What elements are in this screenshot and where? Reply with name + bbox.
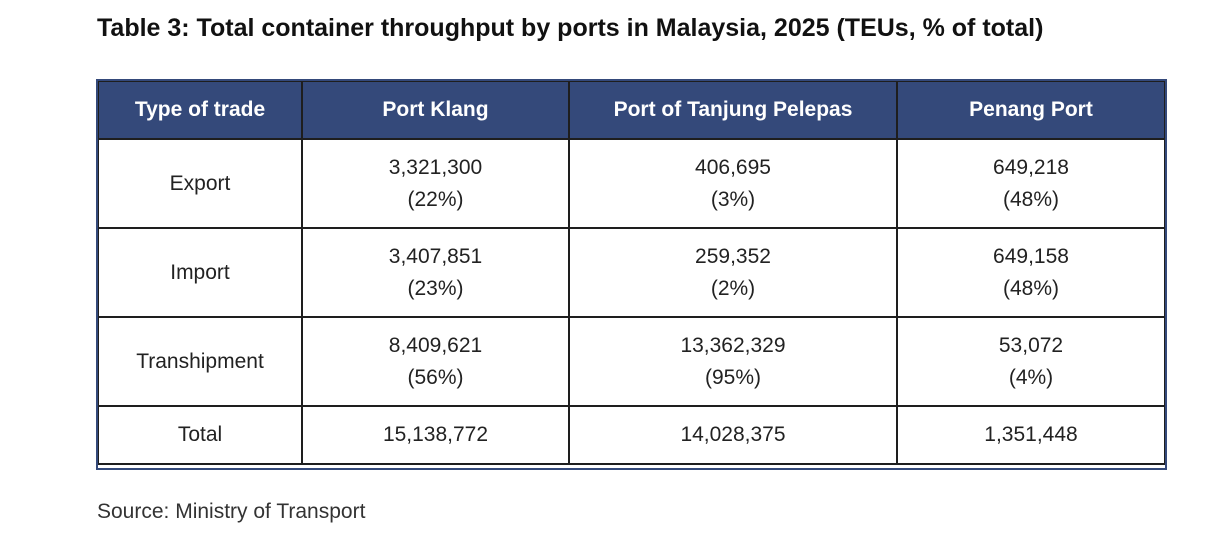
header-row: Type of trade Port Klang Port of Tanjung… bbox=[97, 80, 1166, 140]
cell-value: 3,321,300 bbox=[388, 156, 483, 179]
cell-percent: (2%) bbox=[710, 276, 756, 300]
cell-value: 406,695 bbox=[695, 156, 771, 179]
cell-value: 3,407,851 bbox=[388, 245, 483, 268]
cell-value: 53,072 bbox=[998, 334, 1064, 357]
table-title: Table 3: Total container throughput by p… bbox=[97, 14, 1044, 42]
column-header-penang-port: Penang Port bbox=[896, 80, 1166, 140]
cell-percent: (48%) bbox=[1002, 187, 1060, 211]
table-cell: 406,695 (3%) bbox=[568, 138, 898, 229]
source-note: Source: Ministry of Transport bbox=[97, 500, 366, 523]
cell-value: 649,158 bbox=[993, 245, 1069, 268]
throughput-table: Type of trade Port Klang Port of Tanjung… bbox=[97, 80, 1166, 465]
column-header-type-of-trade: Type of trade bbox=[97, 80, 303, 140]
table-cell: 3,407,851 (23%) bbox=[301, 227, 570, 318]
table-row-export: Export 3,321,300 (22%) 406,695 (3%) 649,… bbox=[97, 138, 1166, 229]
table-cell: 649,158 (48%) bbox=[896, 227, 1166, 318]
cell-percent: (48%) bbox=[1002, 276, 1060, 300]
cell-value: 259,352 bbox=[695, 245, 771, 268]
cell-percent: (95%) bbox=[704, 365, 762, 389]
table-row-import: Import 3,407,851 (23%) 259,352 (2%) 649,… bbox=[97, 227, 1166, 318]
table-cell: 649,218 (48%) bbox=[896, 138, 1166, 229]
column-header-port-klang: Port Klang bbox=[301, 80, 570, 140]
table-row-transhipment: Transhipment 8,409,621 (56%) 13,362,329 … bbox=[97, 316, 1166, 407]
cell-percent: (23%) bbox=[407, 276, 464, 300]
table-cell: 13,362,329 (95%) bbox=[568, 316, 898, 407]
table-cell: 259,352 (2%) bbox=[568, 227, 898, 318]
row-label: Transhipment bbox=[97, 316, 303, 407]
cell-value: 649,218 bbox=[993, 156, 1069, 179]
table-cell: 53,072 (4%) bbox=[896, 316, 1166, 407]
table-row-total: Total 15,138,772 14,028,375 1,351,448 bbox=[97, 405, 1166, 465]
total-cell: 14,028,375 bbox=[568, 405, 898, 465]
cell-percent: (56%) bbox=[407, 365, 464, 389]
cell-percent: (3%) bbox=[710, 187, 756, 211]
row-label: Total bbox=[97, 405, 303, 465]
total-cell: 15,138,772 bbox=[301, 405, 570, 465]
cell-percent: (4%) bbox=[1008, 365, 1054, 389]
table-cell: 8,409,621 (56%) bbox=[301, 316, 570, 407]
row-label: Import bbox=[97, 227, 303, 318]
column-header-tanjung-pelepas: Port of Tanjung Pelepas bbox=[568, 80, 898, 140]
row-label: Export bbox=[97, 138, 303, 229]
cell-percent: (22%) bbox=[407, 187, 464, 211]
cell-value: 8,409,621 bbox=[388, 334, 483, 357]
total-cell: 1,351,448 bbox=[896, 405, 1166, 465]
table-cell: 3,321,300 (22%) bbox=[301, 138, 570, 229]
cell-value: 13,362,329 bbox=[680, 334, 786, 357]
